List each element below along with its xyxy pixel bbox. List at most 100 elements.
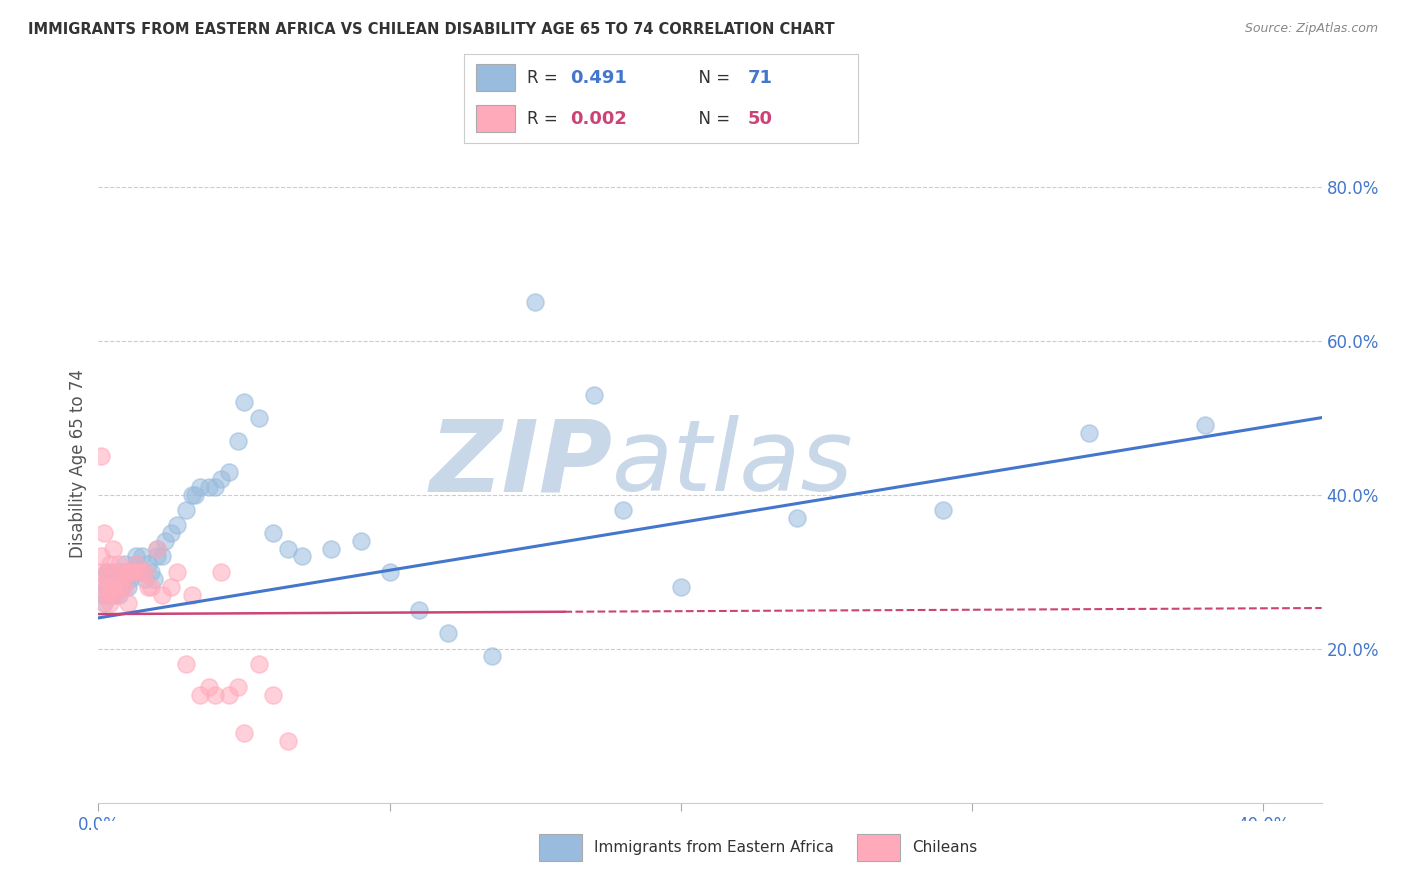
Point xyxy=(125,549,148,564)
Point xyxy=(125,557,148,571)
Point xyxy=(104,565,127,579)
Point xyxy=(98,557,121,571)
Point xyxy=(108,557,131,571)
Point xyxy=(93,595,115,609)
Point xyxy=(139,580,162,594)
Point xyxy=(180,488,202,502)
Point xyxy=(134,565,156,579)
Point xyxy=(90,449,112,463)
Point xyxy=(101,573,124,587)
Point xyxy=(174,503,197,517)
Point xyxy=(139,565,162,579)
Point xyxy=(218,688,240,702)
Point xyxy=(96,565,118,579)
Point xyxy=(114,565,136,579)
Point xyxy=(160,580,183,594)
Point xyxy=(262,688,284,702)
Point xyxy=(582,387,605,401)
Point xyxy=(188,480,212,494)
Point xyxy=(183,488,205,502)
Point xyxy=(166,565,188,579)
Text: ZIP: ZIP xyxy=(429,416,612,512)
Point xyxy=(120,573,142,587)
Point xyxy=(166,518,188,533)
Point xyxy=(101,588,124,602)
FancyBboxPatch shape xyxy=(475,64,515,91)
Text: IMMIGRANTS FROM EASTERN AFRICA VS CHILEAN DISABILITY AGE 65 TO 74 CORRELATION CH: IMMIGRANTS FROM EASTERN AFRICA VS CHILEA… xyxy=(28,22,835,37)
Point xyxy=(136,580,159,594)
Point xyxy=(101,565,124,579)
Point xyxy=(98,595,121,609)
Point xyxy=(152,549,174,564)
Point xyxy=(408,603,430,617)
Point xyxy=(104,588,127,602)
Point xyxy=(93,580,115,594)
Point xyxy=(96,580,118,594)
Point xyxy=(93,588,115,602)
Point xyxy=(117,580,139,594)
Text: Immigrants from Eastern Africa: Immigrants from Eastern Africa xyxy=(593,840,834,855)
Point xyxy=(90,565,112,579)
Point xyxy=(120,565,142,579)
Point xyxy=(786,510,808,524)
Point xyxy=(117,595,139,609)
Point xyxy=(145,549,167,564)
Point xyxy=(218,465,240,479)
Point xyxy=(98,580,121,594)
Text: R =: R = xyxy=(527,69,562,87)
FancyBboxPatch shape xyxy=(475,105,515,132)
Point xyxy=(101,580,124,594)
Point xyxy=(111,565,134,579)
Point xyxy=(125,557,148,571)
Point xyxy=(108,580,131,594)
Point xyxy=(136,557,159,571)
Point xyxy=(111,580,134,594)
Point xyxy=(233,395,256,409)
Point xyxy=(98,588,121,602)
FancyBboxPatch shape xyxy=(856,834,900,861)
Point xyxy=(131,549,153,564)
Text: Source: ZipAtlas.com: Source: ZipAtlas.com xyxy=(1244,22,1378,36)
Point xyxy=(96,580,118,594)
Point xyxy=(117,565,139,579)
Point xyxy=(481,649,503,664)
Point xyxy=(247,410,270,425)
Point xyxy=(96,573,118,587)
Point xyxy=(108,573,131,587)
Point xyxy=(108,580,131,594)
Point xyxy=(98,573,121,587)
Point xyxy=(247,657,270,672)
Point xyxy=(174,657,197,672)
FancyBboxPatch shape xyxy=(538,834,582,861)
Point xyxy=(226,680,249,694)
Text: 0.002: 0.002 xyxy=(571,110,627,128)
Point xyxy=(277,541,299,556)
Point xyxy=(1077,425,1099,440)
Point xyxy=(131,565,153,579)
Point xyxy=(180,588,202,602)
Point xyxy=(90,549,112,564)
Point xyxy=(142,573,165,587)
Text: N =: N = xyxy=(689,110,735,128)
Point xyxy=(198,680,221,694)
Point xyxy=(188,688,212,702)
Point xyxy=(120,565,142,579)
Point xyxy=(198,480,221,494)
Text: 0.491: 0.491 xyxy=(571,69,627,87)
Point xyxy=(277,734,299,748)
Text: 71: 71 xyxy=(748,69,772,87)
Text: atlas: atlas xyxy=(612,416,853,512)
Point xyxy=(612,503,634,517)
Point xyxy=(101,588,124,602)
Point xyxy=(152,588,174,602)
Point xyxy=(209,472,232,486)
Point xyxy=(93,595,115,609)
Point xyxy=(204,688,226,702)
Point xyxy=(437,626,460,640)
Text: R =: R = xyxy=(527,110,562,128)
Point xyxy=(378,565,401,579)
Point xyxy=(96,588,118,602)
Point xyxy=(349,533,371,548)
Point xyxy=(209,565,232,579)
Text: N =: N = xyxy=(689,69,735,87)
